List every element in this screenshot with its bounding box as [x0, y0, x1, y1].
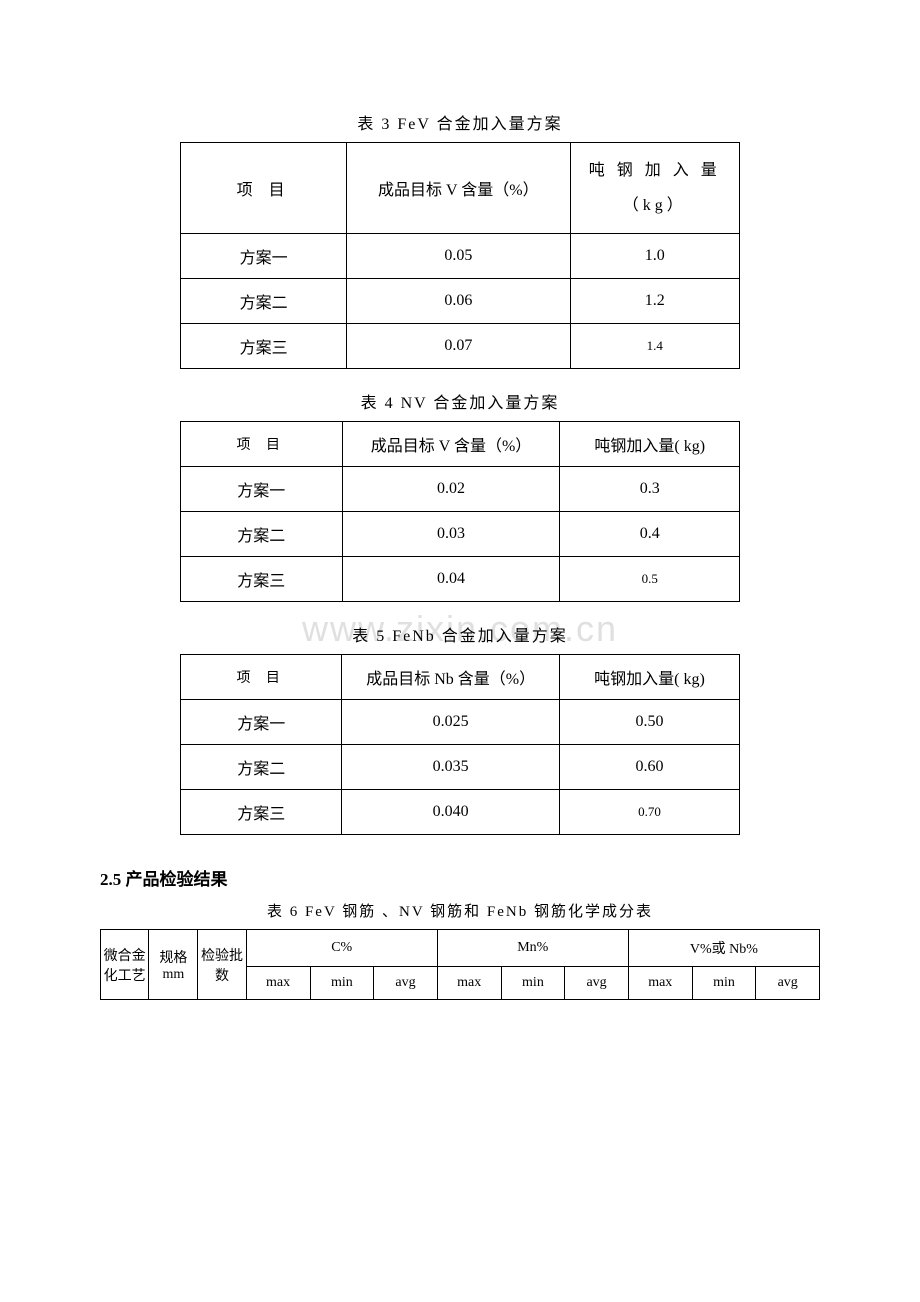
cell: 方案一	[181, 700, 342, 745]
t6-h-group-mn: Mn%	[437, 930, 628, 967]
cell: max	[628, 967, 692, 1000]
t6-h-process: 微合金化工艺	[101, 930, 149, 1000]
cell: 方案二	[181, 745, 342, 790]
cell: avg	[565, 967, 629, 1000]
table5-title: 表 5 FeNb 合金加入量方案	[100, 622, 820, 646]
cell: max	[437, 967, 501, 1000]
cell: 0.025	[342, 700, 560, 745]
cell: 0.040	[342, 790, 560, 835]
t6-h-group-c: C%	[246, 930, 437, 967]
cell: 0.06	[347, 279, 570, 324]
table4-h1: 项 目	[181, 422, 343, 467]
table-row: 项 目 成品目标 V 含量（%） 吨 钢 加 入 量（kg）	[181, 143, 740, 234]
cell: avg	[374, 967, 438, 1000]
table3-h3: 吨 钢 加 入 量（kg）	[570, 143, 740, 234]
table6: 微合金化工艺 规格mm 检验批数 C% Mn% V%或 Nb% max min …	[100, 929, 820, 1000]
table5-h1: 项 目	[181, 655, 342, 700]
cell: 方案三	[181, 790, 342, 835]
table4: 项 目 成品目标 V 含量（%） 吨钢加入量( kg) 方案一 0.02 0.3…	[180, 421, 740, 602]
table5-h2: 成品目标 Nb 含量（%）	[342, 655, 560, 700]
table-row: 微合金化工艺 规格mm 检验批数 C% Mn% V%或 Nb%	[101, 930, 820, 967]
table-row: 方案三 0.07 1.4	[181, 324, 740, 369]
table4-h2: 成品目标 V 含量（%）	[342, 422, 560, 467]
cell: min	[501, 967, 565, 1000]
table5-h3: 吨钢加入量( kg)	[559, 655, 739, 700]
cell: 0.04	[342, 557, 560, 602]
cell: 0.02	[342, 467, 560, 512]
table-row: 项 目 成品目标 Nb 含量（%） 吨钢加入量( kg)	[181, 655, 740, 700]
cell: 0.035	[342, 745, 560, 790]
cell: 0.70	[559, 790, 739, 835]
cell: 0.3	[560, 467, 740, 512]
table5: 项 目 成品目标 Nb 含量（%） 吨钢加入量( kg) 方案一 0.025 0…	[180, 654, 740, 835]
table-row: 方案一 0.05 1.0	[181, 234, 740, 279]
table-row: 方案一 0.02 0.3	[181, 467, 740, 512]
table3-h2: 成品目标 V 含量（%）	[347, 143, 570, 234]
t6-h-group-vnb: V%或 Nb%	[628, 930, 819, 967]
cell: max	[246, 967, 310, 1000]
table3: 项 目 成品目标 V 含量（%） 吨 钢 加 入 量（kg） 方案一 0.05 …	[180, 142, 740, 369]
cell: 0.07	[347, 324, 570, 369]
table-row: 方案三 0.04 0.5	[181, 557, 740, 602]
cell: 方案一	[181, 467, 343, 512]
cell: 0.60	[559, 745, 739, 790]
cell: 0.05	[347, 234, 570, 279]
cell: 方案三	[181, 557, 343, 602]
cell: min	[310, 967, 374, 1000]
cell: 1.2	[570, 279, 740, 324]
cell: 0.50	[559, 700, 739, 745]
t6-h-batch: 检验批数	[198, 930, 246, 1000]
cell: 0.5	[560, 557, 740, 602]
table-row: 方案二 0.03 0.4	[181, 512, 740, 557]
cell: 方案二	[181, 512, 343, 557]
table-row: 方案三 0.040 0.70	[181, 790, 740, 835]
cell: min	[692, 967, 756, 1000]
cell: avg	[756, 967, 820, 1000]
cell: 方案二	[181, 279, 347, 324]
cell: 1.4	[570, 324, 740, 369]
table4-title: 表 4 NV 合金加入量方案	[100, 389, 820, 413]
cell: 1.0	[570, 234, 740, 279]
cell: 0.03	[342, 512, 560, 557]
cell: 0.4	[560, 512, 740, 557]
cell: 方案一	[181, 234, 347, 279]
table3-title: 表 3 FeV 合金加入量方案	[100, 110, 820, 134]
table-row: 方案二 0.035 0.60	[181, 745, 740, 790]
table4-h3: 吨钢加入量( kg)	[560, 422, 740, 467]
t6-h-spec: 规格mm	[149, 930, 198, 1000]
table-row: 方案二 0.06 1.2	[181, 279, 740, 324]
section-2-5-heading: 2.5 产品检验结果	[100, 865, 820, 890]
table3-h1: 项 目	[181, 143, 347, 234]
table-row: 方案一 0.025 0.50	[181, 700, 740, 745]
table6-title: 表 6 FeV 钢筋 、NV 钢筋和 FeNb 钢筋化学成分表	[100, 900, 820, 921]
table-row: 项 目 成品目标 V 含量（%） 吨钢加入量( kg)	[181, 422, 740, 467]
cell: 方案三	[181, 324, 347, 369]
